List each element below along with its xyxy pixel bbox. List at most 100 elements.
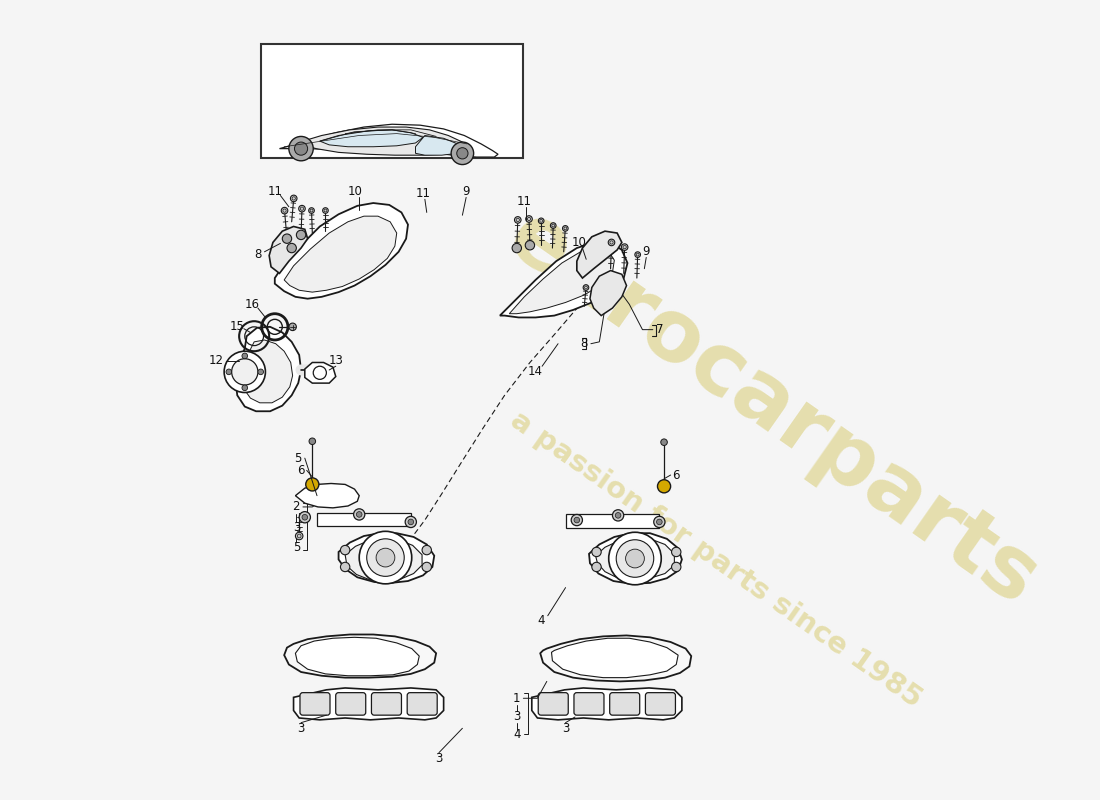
Polygon shape — [588, 533, 682, 584]
Circle shape — [451, 142, 474, 165]
Polygon shape — [284, 216, 397, 292]
Circle shape — [653, 516, 666, 527]
Text: 12: 12 — [209, 354, 224, 367]
Circle shape — [574, 518, 580, 523]
Circle shape — [224, 351, 265, 393]
Text: 10: 10 — [571, 236, 586, 249]
Text: 11: 11 — [267, 186, 283, 198]
Polygon shape — [339, 533, 434, 583]
Circle shape — [306, 478, 319, 491]
Circle shape — [366, 539, 404, 576]
Circle shape — [287, 243, 296, 253]
Text: 8: 8 — [254, 248, 262, 261]
Polygon shape — [540, 635, 691, 682]
FancyBboxPatch shape — [407, 693, 437, 715]
Text: 11: 11 — [517, 194, 531, 208]
Circle shape — [295, 142, 308, 155]
Polygon shape — [275, 203, 408, 298]
Text: 3: 3 — [293, 521, 300, 534]
Circle shape — [341, 546, 350, 554]
Bar — [261, 43, 524, 158]
Text: 3: 3 — [562, 722, 570, 734]
Text: 3: 3 — [513, 710, 520, 722]
Polygon shape — [345, 539, 422, 581]
Circle shape — [353, 509, 365, 520]
Polygon shape — [509, 248, 614, 314]
Circle shape — [526, 216, 532, 222]
Polygon shape — [270, 226, 308, 274]
Circle shape — [422, 546, 431, 554]
Polygon shape — [284, 634, 436, 678]
FancyBboxPatch shape — [300, 693, 330, 715]
Circle shape — [341, 562, 350, 572]
Circle shape — [661, 439, 668, 446]
Text: eurocarparts: eurocarparts — [491, 195, 1053, 623]
Text: 11: 11 — [416, 187, 430, 200]
Circle shape — [592, 547, 602, 557]
Circle shape — [658, 480, 671, 493]
Text: 9: 9 — [462, 186, 470, 198]
Polygon shape — [296, 483, 360, 508]
Circle shape — [538, 218, 544, 224]
Polygon shape — [595, 538, 674, 580]
Text: 13: 13 — [328, 354, 343, 367]
Text: 4: 4 — [538, 614, 544, 627]
Circle shape — [621, 244, 628, 250]
FancyBboxPatch shape — [336, 693, 365, 715]
Text: 5: 5 — [295, 452, 301, 465]
Circle shape — [360, 531, 411, 584]
Circle shape — [356, 512, 362, 518]
Circle shape — [672, 562, 681, 572]
Circle shape — [615, 513, 620, 518]
Polygon shape — [531, 688, 682, 720]
Text: 5: 5 — [293, 541, 300, 554]
Polygon shape — [235, 327, 301, 411]
Circle shape — [592, 562, 602, 572]
Text: 6: 6 — [672, 469, 680, 482]
Text: 7: 7 — [656, 323, 663, 336]
Circle shape — [257, 369, 264, 374]
Circle shape — [550, 222, 556, 228]
FancyBboxPatch shape — [646, 693, 675, 715]
Circle shape — [562, 226, 568, 231]
Polygon shape — [294, 688, 443, 720]
Text: 8: 8 — [581, 338, 589, 350]
Circle shape — [283, 234, 292, 243]
Bar — [565, 514, 659, 527]
FancyBboxPatch shape — [372, 693, 402, 715]
Circle shape — [299, 206, 306, 212]
Circle shape — [302, 514, 308, 520]
Circle shape — [282, 207, 288, 214]
Circle shape — [299, 512, 310, 523]
Polygon shape — [296, 638, 419, 676]
Polygon shape — [590, 270, 627, 315]
Polygon shape — [302, 127, 470, 155]
Circle shape — [242, 385, 248, 390]
Polygon shape — [242, 340, 293, 403]
Circle shape — [296, 230, 306, 240]
Polygon shape — [305, 362, 336, 383]
Circle shape — [289, 323, 296, 330]
Circle shape — [672, 547, 681, 557]
Circle shape — [289, 137, 314, 161]
Text: 15: 15 — [230, 320, 244, 334]
Polygon shape — [279, 124, 498, 157]
Circle shape — [515, 217, 521, 223]
Text: 2: 2 — [293, 501, 300, 514]
Circle shape — [616, 540, 653, 578]
Polygon shape — [499, 242, 627, 318]
Circle shape — [635, 252, 640, 258]
Circle shape — [322, 208, 328, 214]
Polygon shape — [576, 231, 621, 278]
Circle shape — [309, 208, 315, 214]
Circle shape — [456, 148, 468, 159]
Circle shape — [226, 369, 232, 374]
Circle shape — [242, 353, 248, 358]
Circle shape — [408, 519, 414, 525]
Circle shape — [608, 532, 661, 585]
Text: 10: 10 — [348, 186, 363, 198]
FancyBboxPatch shape — [538, 693, 569, 715]
Circle shape — [405, 516, 417, 527]
FancyBboxPatch shape — [574, 693, 604, 715]
Polygon shape — [551, 638, 678, 678]
